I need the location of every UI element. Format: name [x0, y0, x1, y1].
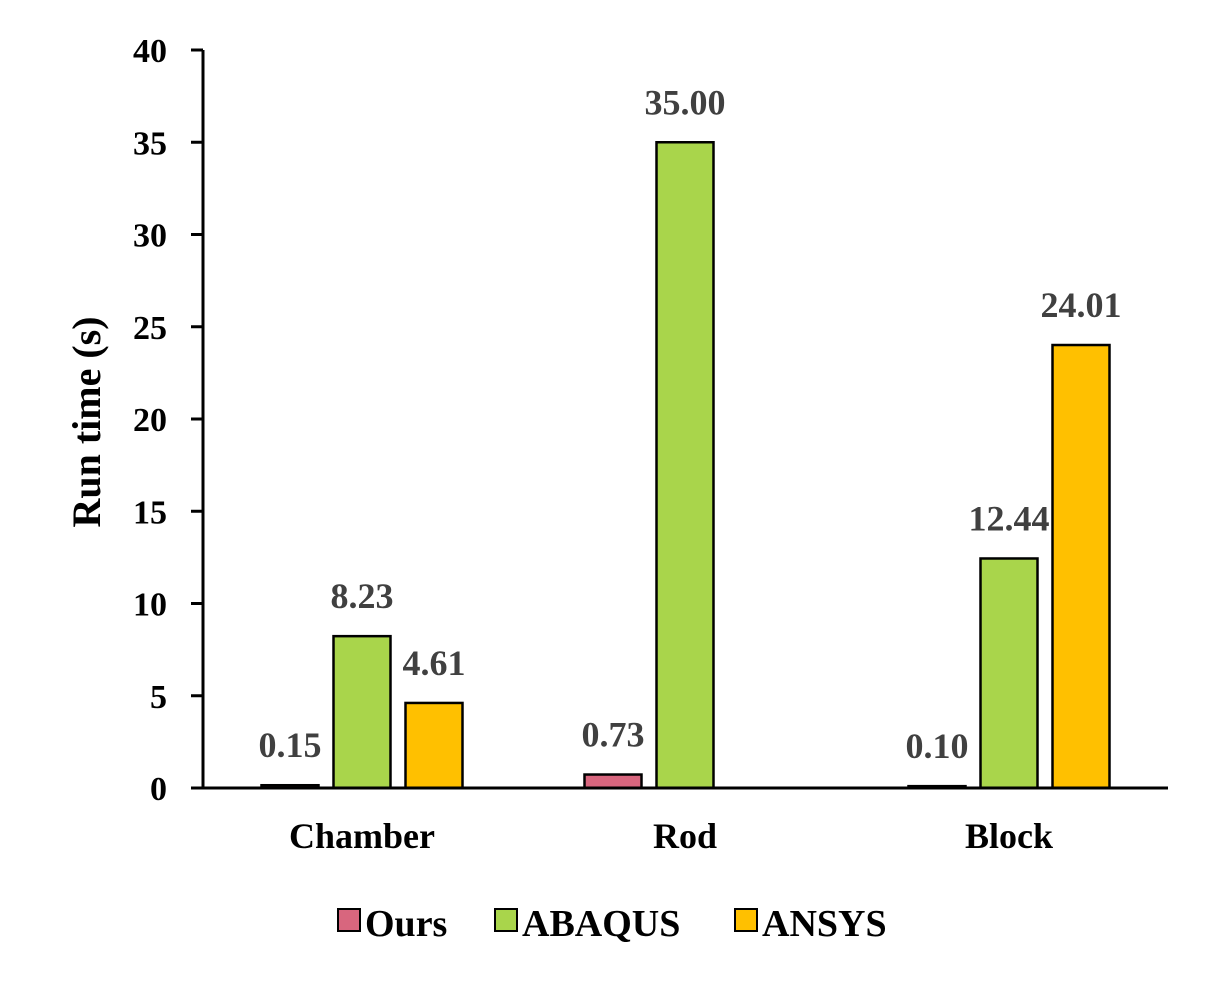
bar-ansys-chamber: [404, 701, 464, 790]
data-label: 8.23: [331, 576, 394, 616]
data-label: 0.15: [259, 725, 322, 765]
data-label: 35.00: [645, 82, 726, 122]
bar-ansys-block: [1051, 343, 1111, 790]
x-category-label: Block: [965, 816, 1053, 856]
y-tick-label: 15: [133, 494, 167, 531]
legend-label-abaqus: ABAQUS: [522, 903, 680, 945]
y-tick-label: 0: [150, 771, 167, 808]
data-label: 0.10: [906, 726, 969, 766]
y-tick-label: 5: [150, 679, 167, 716]
y-ticks: 0 5 10 15 20 25 30 35 40: [133, 33, 203, 808]
y-tick-label: 20: [133, 402, 167, 439]
legend-swatch-ours: [337, 908, 361, 932]
x-category-label: Chamber: [289, 816, 435, 856]
legend-label-ansys: ANSYS: [762, 903, 887, 945]
y-tick-label: 25: [133, 310, 167, 347]
y-axis-title: Run time (s): [64, 316, 109, 527]
x-category-label: Rod: [653, 816, 717, 856]
legend: Ours ABAQUS ANSYS: [337, 903, 887, 945]
bars-layer: [260, 141, 1111, 790]
bar-abaqus-rod: [655, 141, 715, 790]
y-tick-label: 30: [133, 218, 167, 255]
bar-ours-rod: [583, 773, 643, 790]
bar-abaqus-chamber: [332, 634, 392, 790]
data-labels-layer: 0.15 8.234.61 0.73 35.00 0.10 12.44 24.01: [259, 82, 1122, 766]
x-category-labels: Chamber Rod Block: [289, 816, 1053, 856]
legend-label-ours: Ours: [365, 903, 447, 945]
legend-swatch-ansys: [734, 908, 758, 932]
y-tick-label: 10: [133, 587, 167, 624]
y-tick-label: 40: [133, 33, 167, 70]
data-label: 24.01: [1041, 285, 1122, 325]
y-tick-label: 35: [133, 125, 167, 162]
data-label: 4.61: [403, 643, 466, 683]
legend-swatch-abaqus: [494, 908, 518, 932]
bar-abaqus-block: [979, 557, 1039, 790]
data-label: 12.44: [969, 498, 1050, 538]
data-label: 0.73: [582, 715, 645, 755]
